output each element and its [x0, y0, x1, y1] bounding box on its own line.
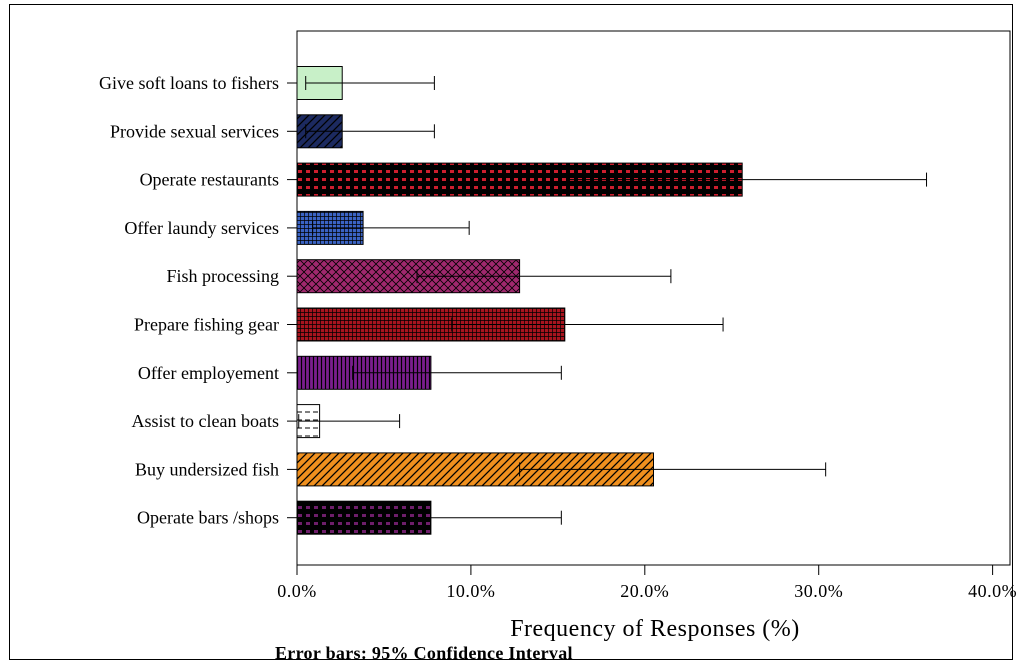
error-bar-note: Error bars: 95% Confidence Interval	[275, 643, 573, 662]
category-label: Give soft loans to fishers	[99, 73, 279, 93]
error-bar	[312, 220, 470, 235]
category-labels: Give soft loans to fishers Provide sexual…	[99, 73, 297, 528]
category-label: Offer laundy services	[124, 218, 279, 238]
error-bar	[451, 317, 724, 332]
category-label: Offer employement	[138, 363, 279, 383]
error-bars-layer	[298, 76, 928, 525]
x-tick-labels: 0.0% 10.0% 20.0% 30.0% 40.0%	[277, 565, 1017, 601]
x-tick-label: 0.0%	[277, 581, 317, 601]
error-bar	[305, 124, 435, 139]
x-axis-title: Frequency of Responses (%)	[510, 616, 800, 642]
error-bar	[352, 365, 562, 380]
error-bar	[305, 76, 435, 90]
error-bar	[352, 510, 562, 525]
x-tick-label: 40.0%	[968, 581, 1017, 601]
error-bar	[519, 462, 827, 477]
error-bar	[567, 172, 928, 187]
x-tick-label: 10.0%	[446, 581, 495, 601]
category-label: Assist to clean boats	[132, 411, 279, 431]
x-tick-label: 20.0%	[620, 581, 669, 601]
error-bar	[416, 269, 672, 284]
plot-area	[296, 30, 1011, 566]
category-label: Provide sexual services	[110, 121, 279, 141]
x-tick-label: 30.0%	[794, 581, 843, 601]
category-label: Fish processing	[167, 266, 280, 286]
category-label: Operate bars /shops	[137, 508, 279, 528]
category-label: Buy undersized fish	[135, 459, 279, 479]
category-label: Operate restaurants	[140, 170, 279, 190]
error-bar	[298, 414, 401, 429]
category-label: Prepare fishing gear	[134, 315, 279, 335]
